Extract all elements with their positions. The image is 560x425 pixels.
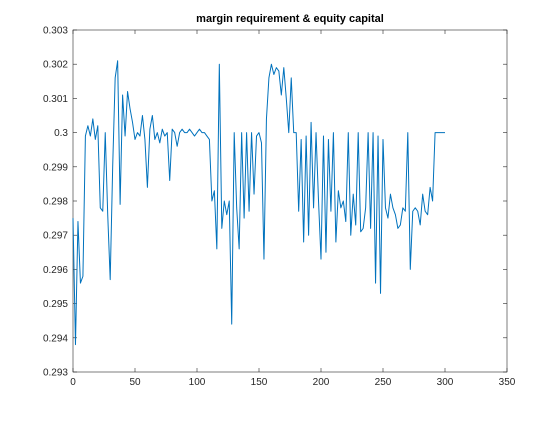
x-tick-label: 0 bbox=[70, 377, 76, 388]
y-tick-label: 0.299 bbox=[43, 162, 68, 173]
y-tick-label: 0.295 bbox=[43, 299, 68, 310]
data-line bbox=[72, 60, 445, 346]
y-tick-label: 0.293 bbox=[43, 368, 68, 379]
y-tick-label: 0.301 bbox=[43, 94, 68, 105]
y-tick-label: 0.296 bbox=[43, 265, 68, 276]
x-tick-label: 150 bbox=[251, 377, 268, 388]
axes-box bbox=[72, 29, 508, 373]
x-tick-label: 350 bbox=[499, 377, 516, 388]
y-tick-label: 0.3 bbox=[54, 128, 68, 139]
x-tick-label: 50 bbox=[129, 377, 141, 388]
y-tick-label: 0.303 bbox=[43, 26, 68, 37]
y-tick-label: 0.298 bbox=[43, 197, 68, 208]
x-tick-label: 250 bbox=[375, 377, 392, 388]
x-tick-label: 300 bbox=[437, 377, 454, 388]
y-tick-label: 0.294 bbox=[43, 333, 68, 344]
y-tick-label: 0.297 bbox=[43, 231, 68, 242]
x-tick-label: 200 bbox=[313, 377, 330, 388]
x-tick-label: 100 bbox=[189, 377, 206, 388]
chart-title: margin requirement & equity capital bbox=[196, 13, 384, 25]
y-tick-label: 0.302 bbox=[43, 60, 68, 71]
